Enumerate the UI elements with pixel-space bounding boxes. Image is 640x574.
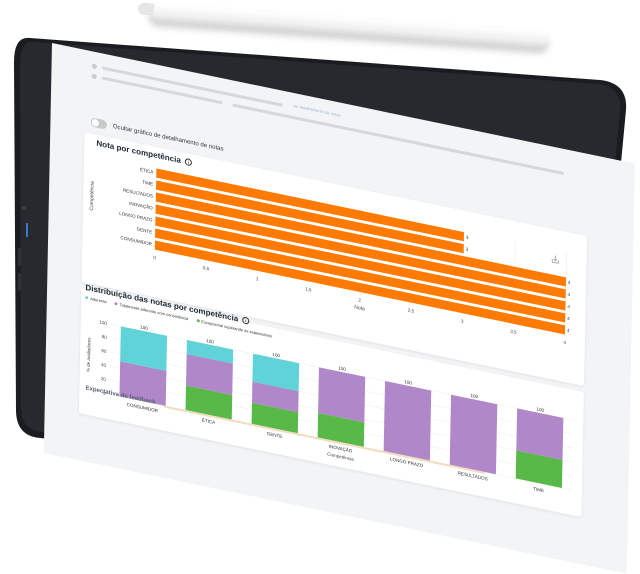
bullet-dot bbox=[91, 73, 97, 80]
y-tick-label: GENTE bbox=[137, 226, 153, 234]
x-tick-label: 2,5 bbox=[408, 307, 415, 313]
bar-total-label: 100 bbox=[206, 338, 214, 345]
y-tick-label: 40 bbox=[101, 362, 107, 368]
bar bbox=[156, 168, 464, 242]
y-tick-label: 20 bbox=[101, 376, 107, 382]
x-tick-label: 1 bbox=[256, 276, 259, 282]
stack-segment bbox=[120, 326, 168, 371]
bar-value-label: 4 bbox=[567, 328, 570, 334]
front-camera bbox=[22, 206, 26, 210]
stack-segment bbox=[185, 354, 233, 396]
detail-link[interactable]: ver detalhamento de notas bbox=[292, 102, 341, 118]
x-axis-label: Nota bbox=[354, 304, 365, 312]
bar-total-label: 100 bbox=[470, 393, 478, 400]
bar bbox=[156, 180, 464, 254]
stack-segment bbox=[186, 340, 234, 364]
stack-segment bbox=[185, 385, 233, 420]
stack-segment bbox=[318, 367, 366, 423]
x-tick-label: 3 bbox=[461, 318, 464, 324]
x-tick-label: GENTE bbox=[267, 431, 283, 439]
y-tick-label: INOVAÇÃO bbox=[129, 200, 153, 211]
y-tick-label: 80 bbox=[102, 334, 108, 340]
x-tick-label: 3,5 bbox=[510, 329, 517, 335]
tablet-device: ver detalhamento de notas Ocultar gráfic… bbox=[0, 18, 640, 574]
stack-segment bbox=[449, 394, 498, 475]
x-tick-label: ÉTICA bbox=[202, 417, 216, 426]
bar-value-label: 3 bbox=[466, 235, 469, 241]
stack-segment bbox=[119, 361, 167, 406]
stack-segment bbox=[251, 381, 299, 413]
bar bbox=[155, 192, 567, 287]
x-tick-label: 4 bbox=[563, 340, 566, 346]
stack-segment bbox=[252, 353, 300, 392]
stack-segment bbox=[516, 408, 564, 460]
y-axis-label: Competência bbox=[89, 180, 96, 211]
x-tick-label: INOVAÇÃO bbox=[329, 443, 353, 454]
bar bbox=[155, 216, 566, 311]
stack-segment bbox=[317, 412, 365, 447]
distribution-card: Distribuição das notas por competência i… bbox=[78, 283, 584, 518]
bar-value-label: 4 bbox=[568, 280, 571, 286]
bar-value-label: 3 bbox=[466, 247, 469, 253]
chart2-plot: 0 20 40 60 80 100 100 CONSUMIDOR 100 ÉTICA 100 GENT… bbox=[86, 319, 574, 493]
bar-value-label: 4 bbox=[567, 304, 570, 310]
x-tick-label: 2 bbox=[358, 297, 361, 303]
blurred-text-line bbox=[232, 103, 565, 176]
stack-segment bbox=[515, 450, 563, 488]
bar-total-label: 100 bbox=[338, 365, 346, 372]
bar-total-label: 100 bbox=[404, 379, 412, 386]
volume-button-2[interactable] bbox=[18, 273, 21, 291]
x-tick-label: 0 bbox=[153, 255, 156, 261]
stack-segment bbox=[383, 381, 432, 461]
bar-total-label: 100 bbox=[140, 324, 148, 331]
bar-total-label: 100 bbox=[272, 352, 280, 359]
bar bbox=[154, 240, 566, 335]
volume-button[interactable] bbox=[18, 248, 21, 266]
x-tick-label: 1,5 bbox=[305, 286, 312, 292]
y-tick-label: 0 bbox=[103, 391, 106, 397]
y-tick-label: LONGO PRAZO bbox=[119, 211, 153, 223]
bar-value-label: 4 bbox=[567, 316, 570, 322]
chart2-svg: 0 20 40 60 80 100 100 CONSUMIDOR 100 ÉTICA 100 GENT… bbox=[86, 319, 574, 493]
x-tick-label: CONSUMIDOR bbox=[127, 402, 159, 414]
apple-pencil-tip bbox=[137, 2, 155, 16]
bar-value-label: 4 bbox=[568, 292, 571, 298]
nota-card: Nota por competência i 0 0,5 1 1,5 2 2,5 3 3,5 4… bbox=[81, 132, 588, 387]
x-tick-label: 0,5 bbox=[203, 265, 210, 271]
chart1-svg: 0 0,5 1 1,5 2 2,5 3 3,5 4 ÉTICA 3 TIME 3 RESULTADOS 4 I… bbox=[89, 166, 571, 346]
x-tick-label: LONGO PRAZO bbox=[390, 456, 424, 468]
bar-total-label: 100 bbox=[536, 406, 544, 413]
side-indicator bbox=[26, 223, 28, 237]
y-axis-label: % de avaliadores bbox=[86, 336, 92, 372]
y-tick-label: 100 bbox=[99, 319, 107, 326]
blurred-text-line bbox=[101, 66, 283, 107]
chart1-plot: 0 0,5 1 1,5 2 2,5 3 3,5 4 ÉTICA 3 TIME 3 RESULTADOS 4 I… bbox=[89, 166, 571, 346]
x-tick-label: TIME bbox=[533, 486, 544, 493]
bullet-dot bbox=[91, 63, 97, 70]
bar bbox=[155, 228, 566, 323]
y-tick-label: TIME bbox=[142, 179, 153, 186]
bar bbox=[155, 204, 566, 299]
y-tick-label: CONSUMIDOR bbox=[121, 235, 153, 247]
y-tick-label: ÉTICA bbox=[140, 166, 154, 175]
y-tick-label: RESULTADOS bbox=[123, 187, 153, 198]
y-tick-label: 60 bbox=[101, 348, 107, 354]
tablet-screen: ver detalhamento de notas Ocultar gráfic… bbox=[43, 43, 635, 574]
download-icon[interactable] bbox=[551, 255, 559, 264]
x-tick-label: RESULTADOS bbox=[458, 470, 488, 481]
x-axis-label: Competência bbox=[327, 451, 354, 462]
hide-chart-toggle[interactable] bbox=[90, 117, 107, 130]
